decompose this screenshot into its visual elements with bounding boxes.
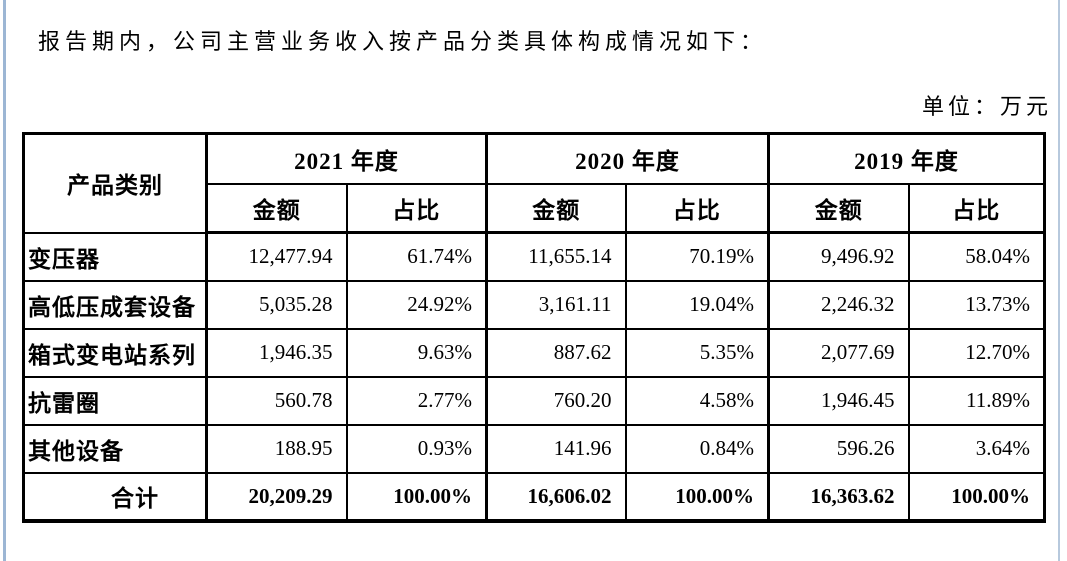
category-cell: 其他设备 xyxy=(22,423,208,474)
ratio-cell-2021: 24.92% xyxy=(345,279,488,330)
table-total-row: 合计 20,209.29 100.00% 16,606.02 100.00% 1… xyxy=(22,471,1046,522)
header-row-sublabels: 金额 占比 金额 占比 金额 占比 xyxy=(24,183,1046,234)
table-row: 箱式变电站系列 1,946.35 9.63% 887.62 5.35% 2,07… xyxy=(22,327,1046,378)
intro-text: 报告期内，公司主营业务收入按产品分类具体构成情况如下： xyxy=(38,29,768,54)
ratio-cell-2019: 58.04% xyxy=(907,231,1046,282)
amount-cell-2021: 188.95 xyxy=(205,423,348,474)
ratio-cell-2020: 0.84% xyxy=(624,423,770,474)
amount-cell-2019: 9,496.92 xyxy=(767,231,910,282)
ratio-cell-2020: 70.19% xyxy=(624,231,770,282)
ratio-cell-2019: 12.70% xyxy=(907,327,1046,378)
table-row: 高低压成套设备 5,035.28 24.92% 3,161.11 19.04% … xyxy=(22,279,1046,330)
page-edge-left xyxy=(3,0,6,561)
amount-cell-2021: 560.78 xyxy=(205,375,348,426)
ratio-cell-2019: 11.89% xyxy=(907,375,1046,426)
amount-cell-2020: 760.20 xyxy=(485,375,627,426)
total-label-cell: 合计 xyxy=(22,471,208,522)
category-cell: 高低压成套设备 xyxy=(22,279,208,330)
category-cell: 箱式变电站系列 xyxy=(22,327,208,378)
total-ratio-2019: 100.00% xyxy=(907,471,1046,522)
total-amount-2019: 16,363.62 xyxy=(767,471,910,522)
header-row-years: 产品类别 2021 年度 2020 年度 2019 年度 xyxy=(22,132,1046,234)
header-ratio-2019: 占比 xyxy=(907,183,1046,234)
ratio-cell-2020: 5.35% xyxy=(624,327,770,378)
amount-cell-2021: 1,946.35 xyxy=(205,327,348,378)
table-row: 变压器 12,477.94 61.74% 11,655.14 70.19% 9,… xyxy=(22,231,1046,282)
ratio-cell-2021: 9.63% xyxy=(345,327,488,378)
amount-cell-2019: 596.26 xyxy=(767,423,910,474)
amount-cell-2020: 3,161.11 xyxy=(485,279,627,330)
table-row: 抗雷圈 560.78 2.77% 760.20 4.58% 1,946.45 1… xyxy=(22,375,1046,426)
amount-cell-2019: 2,246.32 xyxy=(767,279,910,330)
ratio-cell-2019: 13.73% xyxy=(907,279,1046,330)
amount-cell-2019: 1,946.45 xyxy=(767,375,910,426)
header-amount-2021: 金额 xyxy=(205,183,348,234)
ratio-cell-2020: 4.58% xyxy=(624,375,770,426)
header-year-2021: 2021 年度 xyxy=(205,132,488,185)
header-ratio-2020: 占比 xyxy=(624,183,770,234)
header-product-category: 产品类别 xyxy=(22,132,208,234)
category-cell: 变压器 xyxy=(22,231,208,282)
amount-cell-2021: 12,477.94 xyxy=(205,231,348,282)
page-edge-right xyxy=(1058,0,1060,561)
total-amount-2020: 16,606.02 xyxy=(485,471,627,522)
total-ratio-2021: 100.00% xyxy=(345,471,488,522)
header-year-2020: 2020 年度 xyxy=(485,132,770,185)
ratio-cell-2019: 3.64% xyxy=(907,423,1046,474)
amount-cell-2020: 141.96 xyxy=(485,423,627,474)
header-amount-2020: 金额 xyxy=(485,183,627,234)
category-cell: 抗雷圈 xyxy=(22,375,208,426)
header-ratio-2021: 占比 xyxy=(345,183,488,234)
unit-label: 单位：万元 xyxy=(921,94,1052,119)
revenue-by-product-table: 产品类别 2021 年度 2020 年度 2019 年度 金额 占比 金额 占比… xyxy=(22,132,1046,523)
amount-cell-2020: 887.62 xyxy=(485,327,627,378)
total-ratio-2020: 100.00% xyxy=(624,471,770,522)
amount-cell-2021: 5,035.28 xyxy=(205,279,348,330)
header-year-2019: 2019 年度 xyxy=(767,132,1046,185)
total-amount-2021: 20,209.29 xyxy=(205,471,348,522)
amount-cell-2020: 11,655.14 xyxy=(485,231,627,282)
ratio-cell-2020: 19.04% xyxy=(624,279,770,330)
ratio-cell-2021: 2.77% xyxy=(345,375,488,426)
header-amount-2019: 金额 xyxy=(767,183,910,234)
table-row: 其他设备 188.95 0.93% 141.96 0.84% 596.26 3.… xyxy=(22,423,1046,474)
ratio-cell-2021: 0.93% xyxy=(345,423,488,474)
ratio-cell-2021: 61.74% xyxy=(345,231,488,282)
amount-cell-2019: 2,077.69 xyxy=(767,327,910,378)
